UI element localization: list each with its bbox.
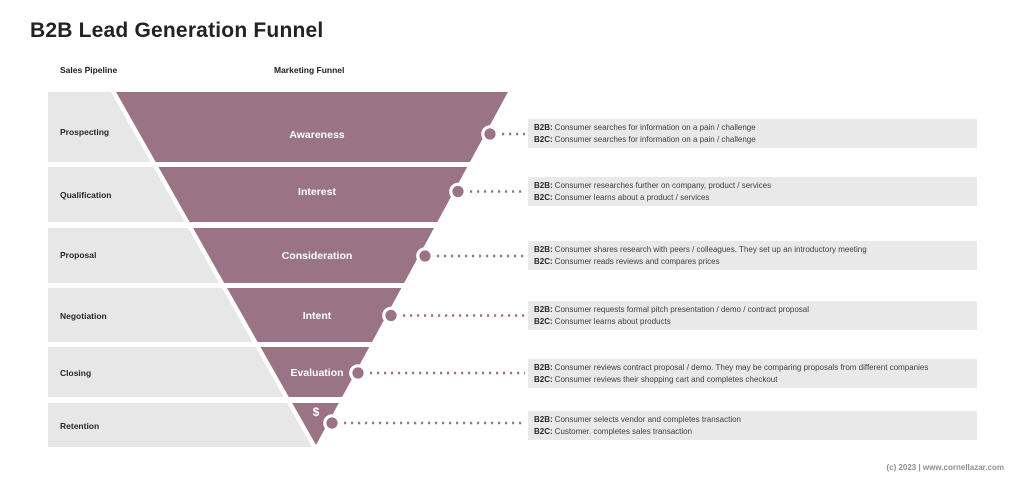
pipeline-row-shape [48, 92, 151, 162]
b2b-line: B2B: Consumer requests formal pitch prese… [534, 304, 977, 316]
b2c-description: Consumer learns about products [554, 316, 671, 326]
b2b-label: B2B: [534, 305, 553, 314]
funnel-segment-awareness [116, 92, 508, 162]
pipeline-row-shape [48, 403, 312, 447]
b2c-line: B2C: Consumer searches for information on… [534, 134, 977, 146]
funnel-segment-consideration [193, 228, 434, 283]
b2b-line: B2B: Consumer shares research with peers … [534, 244, 977, 256]
funnel-segment-interest [158, 167, 468, 222]
funnel-stage-awareness: Awareness [289, 129, 345, 141]
b2c-label: B2C: [534, 192, 553, 202]
b2b-description: Consumer researches further on company, … [554, 181, 772, 190]
funnel-stage-intent: Intent [302, 310, 332, 322]
copyright-footer: (c) 2023 | www.cornellazar.com [886, 463, 1004, 472]
b2c-label: B2C: [534, 256, 553, 266]
page-title: B2B Lead Generation Funnel [30, 19, 324, 42]
b2c-label: B2C: [534, 374, 553, 384]
pipeline-row-shape [48, 288, 253, 342]
pipeline-row-shape [48, 347, 284, 397]
b2c-line: B2C: Consumer reads reviews and compares … [534, 256, 977, 268]
pipeline-stage-retention: Retention [60, 421, 100, 431]
b2b-line: B2B: Consumer searches for information on… [534, 122, 977, 134]
b2b-line: B2B: Consumer reviews contract proposal /… [534, 362, 977, 374]
connector-circle [481, 125, 499, 143]
b2b-label: B2B: [534, 123, 553, 132]
b2c-line: B2C: Customer. completes sales transactio… [534, 426, 977, 438]
funnel-segment-evaluation [260, 347, 370, 397]
b2c-description: Consumer searches for information on a p… [554, 134, 756, 144]
connector-circle [382, 306, 400, 325]
b2c-description: Consumer reads reviews and compares pric… [554, 256, 720, 266]
description-box-evaluation: B2B: Consumer reviews contract proposal /… [528, 359, 977, 388]
pipeline-stage-proposal: Proposal [60, 250, 97, 260]
b2b-description: Consumer selects vendor and completes tr… [554, 415, 741, 424]
b2c-line: B2C: Consumer reviews their shopping cart… [534, 374, 977, 386]
b2c-label: B2C: [534, 316, 553, 326]
b2b-description: Consumer requests formal pitch presentat… [554, 305, 810, 314]
funnel-stage-consideration: Consideration [281, 250, 353, 262]
b2b-label: B2B: [534, 245, 553, 254]
b2b-label: B2B: [534, 415, 553, 424]
funnel-segments [116, 92, 508, 445]
description-box-intent: B2B: Consumer requests formal pitch prese… [528, 301, 977, 330]
b2b-label: B2B: [534, 363, 553, 372]
b2b-description: Consumer shares research with peers / co… [554, 245, 867, 254]
description-box-interest: B2B: Consumer researches further on compa… [528, 177, 977, 206]
connector-circle [449, 182, 467, 201]
connector-lines [344, 132, 525, 425]
b2c-description: Consumer learns about a product / servic… [554, 192, 710, 202]
b2c-line: B2C: Consumer learns about a product / se… [534, 192, 977, 204]
column-header-marketing-funnel: Marketing Funnel [274, 65, 345, 75]
b2b-description: Consumer reviews contract proposal / dem… [554, 363, 929, 372]
connector-nodes [323, 125, 499, 432]
pipeline-stage-closing: Closing [60, 368, 92, 378]
pipeline-row-shape [48, 228, 220, 283]
funnel-segment-intent [227, 288, 402, 342]
pipeline-row-shape [48, 167, 185, 222]
b2b-line: B2B: Consumer selects vendor and complete… [534, 414, 977, 426]
connector-circle [323, 414, 341, 432]
funnel-stage-dollar: $ [312, 405, 320, 419]
pipeline-stage-prospecting: Prospecting [60, 127, 110, 137]
description-box-awareness: B2B: Consumer searches for information on… [528, 119, 977, 148]
b2c-label: B2C: [534, 426, 553, 436]
b2c-description: Consumer reviews their shopping cart and… [554, 374, 778, 384]
b2b-description: Consumer searches for information on a p… [554, 123, 756, 132]
connector-circle [349, 364, 367, 382]
b2c-description: Customer. completes sales transaction [554, 426, 693, 436]
funnel-stage-interest: Interest [298, 186, 336, 198]
pipeline-rows [48, 92, 312, 447]
b2b-line: B2B: Consumer researches further on compa… [534, 180, 977, 192]
b2b-label: B2B: [534, 181, 553, 190]
column-header-sales-pipeline: Sales Pipeline [60, 65, 118, 75]
b2c-label: B2C: [534, 134, 553, 144]
description-box-purchase: B2B: Consumer selects vendor and complete… [528, 411, 977, 440]
b2c-line: B2C: Consumer learns about products [534, 316, 977, 328]
pipeline-stage-negotiation: Negotiation [60, 311, 107, 321]
connector-circle [416, 247, 434, 265]
description-box-consideration: B2B: Consumer shares research with peers … [528, 241, 977, 270]
pipeline-stage-qualification: Qualification [60, 190, 112, 200]
funnel-stage-evaluation: Evaluation [290, 367, 344, 379]
funnel-segment-purchase [292, 403, 339, 445]
